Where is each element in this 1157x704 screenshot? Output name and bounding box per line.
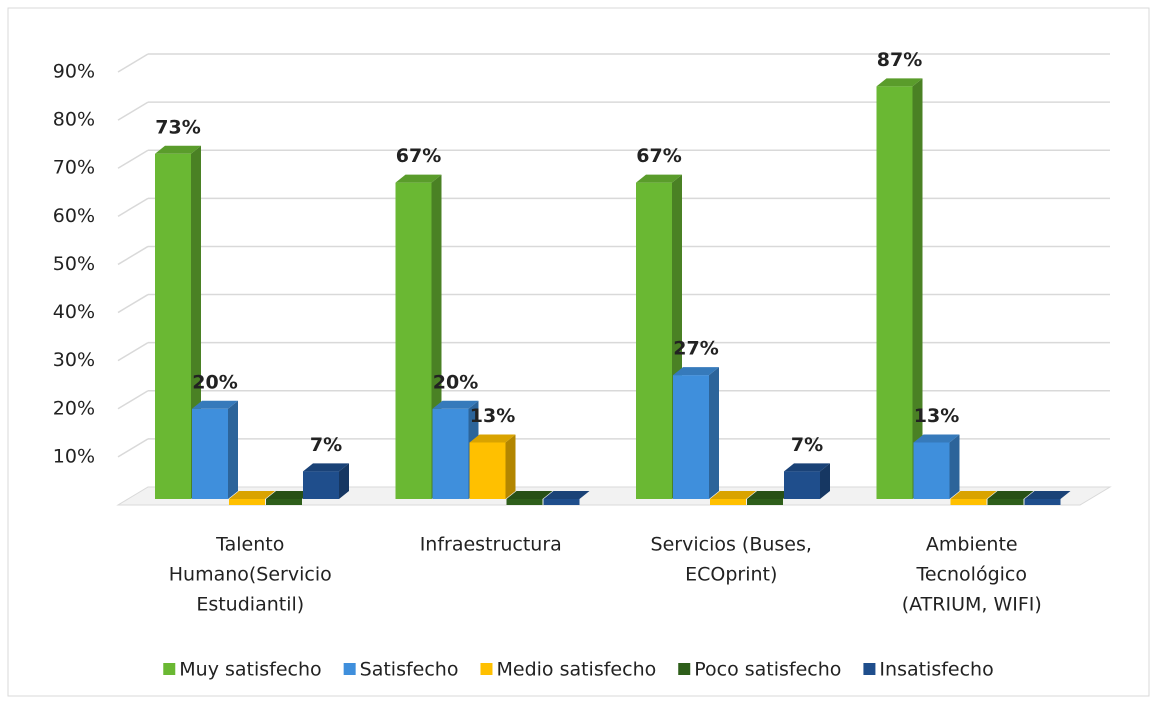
grid-line-side: [117, 101, 149, 121]
grid-line-side: [117, 149, 149, 169]
bar-top: [987, 491, 1034, 499]
legend-swatch: [163, 663, 176, 675]
bar-top: [710, 491, 756, 499]
bar: [1024, 499, 1061, 505]
value-label: 73%: [155, 116, 200, 138]
bar-top: [673, 367, 719, 376]
x-tick-label: Servicios (Buses,: [651, 534, 812, 556]
value-label: 67%: [396, 145, 441, 167]
bar: [673, 375, 709, 499]
x-tick-label: Infraestructura: [420, 534, 562, 556]
bar-top: [747, 491, 793, 499]
bar-top: [303, 463, 349, 472]
bar: [950, 499, 987, 505]
legend-swatch: [343, 663, 356, 675]
value-label: 7%: [791, 434, 823, 456]
bar-top: [395, 174, 442, 183]
y-tick-label: 10%: [53, 445, 95, 467]
bar-top: [913, 434, 960, 443]
value-label: 27%: [673, 338, 718, 360]
grid-line-side: [117, 390, 149, 410]
bar-top: [876, 78, 923, 87]
legend-swatch: [480, 663, 493, 675]
bar-side: [228, 400, 238, 499]
value-label: 87%: [877, 49, 922, 71]
bar-top: [543, 491, 590, 499]
y-tick-label: 60%: [53, 205, 95, 227]
y-tick-label: 20%: [53, 397, 95, 419]
grid-line-side: [117, 245, 149, 266]
bar-top: [432, 400, 479, 409]
bar: [987, 499, 1024, 505]
x-tick-label: (ATRIUM, WIFI): [902, 594, 1042, 616]
bar-side: [949, 434, 960, 499]
bar-top: [469, 434, 516, 443]
x-tick-label: Estudiantil): [196, 594, 304, 616]
bar: [266, 499, 302, 505]
bar-top: [950, 491, 997, 499]
bar: [469, 442, 506, 499]
bar: [395, 182, 432, 499]
y-tick-label: 50%: [53, 253, 95, 275]
bar: [636, 182, 672, 499]
bar-top: [266, 491, 312, 499]
legend-swatch: [678, 663, 691, 675]
grid-line-side: [117, 293, 149, 314]
y-tick-label: 40%: [53, 301, 95, 323]
y-tick-label: 90%: [53, 61, 95, 83]
bar-top: [636, 174, 682, 183]
bar: [432, 408, 469, 499]
bar: [229, 499, 265, 505]
value-label: 13%: [914, 405, 959, 427]
bar: [543, 499, 580, 505]
bar: [876, 86, 913, 499]
bar-side: [505, 434, 516, 499]
legend-label: Poco satisfecho: [694, 659, 841, 681]
y-tick-label: 80%: [53, 109, 95, 131]
bar: [710, 499, 746, 505]
value-label: 20%: [192, 371, 237, 393]
bar-side: [912, 78, 923, 499]
x-tick-label: Ambiente: [926, 534, 1018, 556]
x-tick-label: Tecnológico: [916, 564, 1028, 586]
bar-top: [192, 400, 238, 409]
bar: [155, 153, 191, 500]
grid-line-side: [117, 53, 149, 73]
bar: [192, 408, 228, 499]
bar-top: [1024, 491, 1071, 499]
bar: [913, 442, 950, 499]
bar-top: [155, 145, 201, 154]
grid-line-side: [117, 342, 149, 362]
x-tick-label: Talento: [215, 534, 284, 556]
legend-label: Insatisfecho: [879, 659, 993, 681]
x-tick-label: Humano(Servicio: [169, 564, 332, 586]
grid-line-side: [117, 438, 149, 458]
bar-top: [506, 491, 553, 499]
bar-top: [229, 491, 275, 499]
legend-label: Medio satisfecho: [496, 659, 656, 681]
x-tick-label: ECOprint): [685, 564, 777, 586]
legend-label: Satisfecho: [360, 659, 459, 681]
value-label: 20%: [433, 371, 478, 393]
bar: [506, 499, 543, 505]
bar-top: [784, 463, 830, 472]
value-label: 13%: [470, 405, 515, 427]
bar: [303, 471, 339, 499]
y-tick-label: 30%: [53, 349, 95, 371]
legend-label: Muy satisfecho: [179, 659, 321, 681]
bar-side: [820, 463, 830, 499]
legend-swatch: [863, 663, 876, 675]
value-label: 7%: [310, 434, 342, 456]
grid-line-side: [117, 197, 149, 217]
bar: [747, 499, 783, 505]
y-tick-label: 70%: [53, 157, 95, 179]
bar-side: [339, 463, 349, 499]
value-label: 67%: [636, 145, 681, 167]
bar: [784, 471, 820, 499]
bar-side: [709, 367, 719, 499]
